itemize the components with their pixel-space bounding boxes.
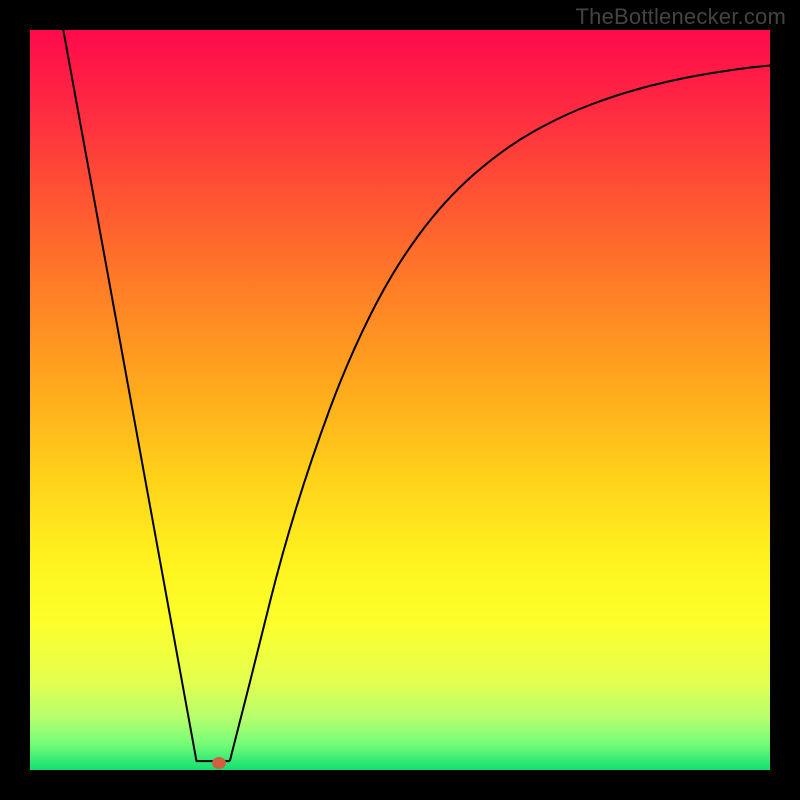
watermark-text: TheBottlenecker.com (576, 4, 786, 30)
optimal-point-marker (212, 757, 226, 769)
bottleneck-curve (30, 30, 770, 770)
curve-left-branch (63, 30, 230, 761)
curve-right-branch (230, 66, 770, 762)
plot-area (30, 30, 770, 770)
chart-frame: TheBottlenecker.com (0, 0, 800, 800)
